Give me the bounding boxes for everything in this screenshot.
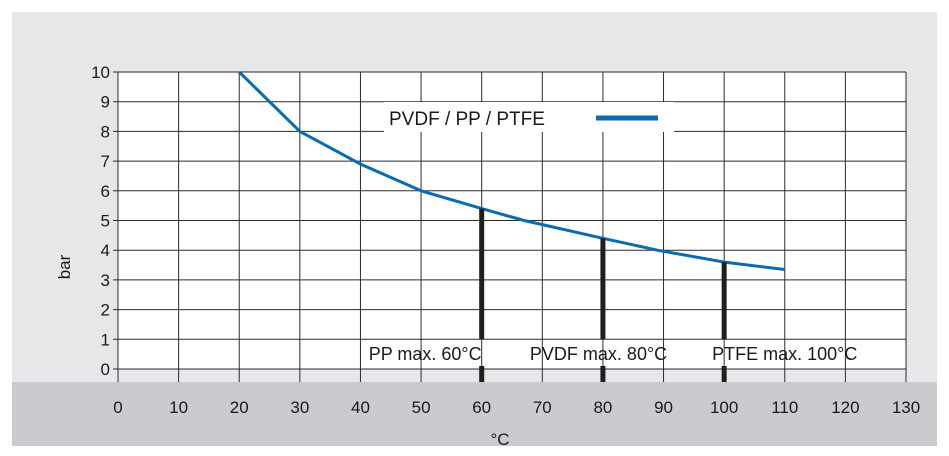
x-tick-label: 70 — [533, 398, 552, 417]
x-tick-label: 40 — [351, 398, 370, 417]
x-tick-label: 10 — [169, 398, 188, 417]
x-tick-label: 120 — [831, 398, 859, 417]
x-tick-label: 130 — [892, 398, 920, 417]
y-tick-label: 3 — [101, 271, 110, 290]
y-tick-label: 1 — [101, 330, 110, 349]
x-tick-label: 50 — [412, 398, 431, 417]
legend-label: PVDF / PP / PTFE — [389, 109, 545, 130]
max-temp-label: PTFE max. 100°C — [712, 344, 857, 364]
chart-background — [12, 12, 937, 446]
annotation-layer: PP max. 60°C PVDF max. 80°C PTFE max. 100°… — [369, 208, 857, 382]
x-axis-label: °C — [490, 430, 509, 449]
x-tick-label: 20 — [230, 398, 249, 417]
grid — [113, 71, 907, 382]
x-tick-label: 90 — [654, 398, 673, 417]
legend: PVDF / PP / PTFE — [384, 102, 674, 132]
x-tick-label: 0 — [113, 398, 122, 417]
y-tick-label: 8 — [101, 122, 110, 141]
y-tick-label: 2 — [101, 301, 110, 320]
series-line — [238, 70, 785, 271]
x-tick-label: 110 — [771, 398, 798, 417]
x-tick-label: 30 — [290, 398, 309, 417]
y-tick-label: 0 — [101, 360, 110, 379]
y-tick-label: 5 — [101, 212, 110, 231]
x-tick-label: 80 — [593, 398, 612, 417]
x-tick-label: 100 — [710, 398, 738, 417]
y-tick-label: 9 — [101, 93, 110, 112]
max-temp-label: PP max. 60°C — [369, 344, 482, 364]
lower-panel — [12, 382, 937, 446]
x-tick-label: 60 — [472, 398, 491, 417]
y-tick-label: 6 — [101, 182, 110, 201]
y-tick-label: 4 — [101, 241, 110, 260]
max-temp-label: PVDF max. 80°C — [530, 344, 667, 364]
y-axis-label: bar — [55, 254, 74, 279]
series-layer — [238, 70, 785, 271]
y-tick-label: 7 — [101, 152, 110, 171]
y-tick-label: 10 — [91, 63, 110, 82]
